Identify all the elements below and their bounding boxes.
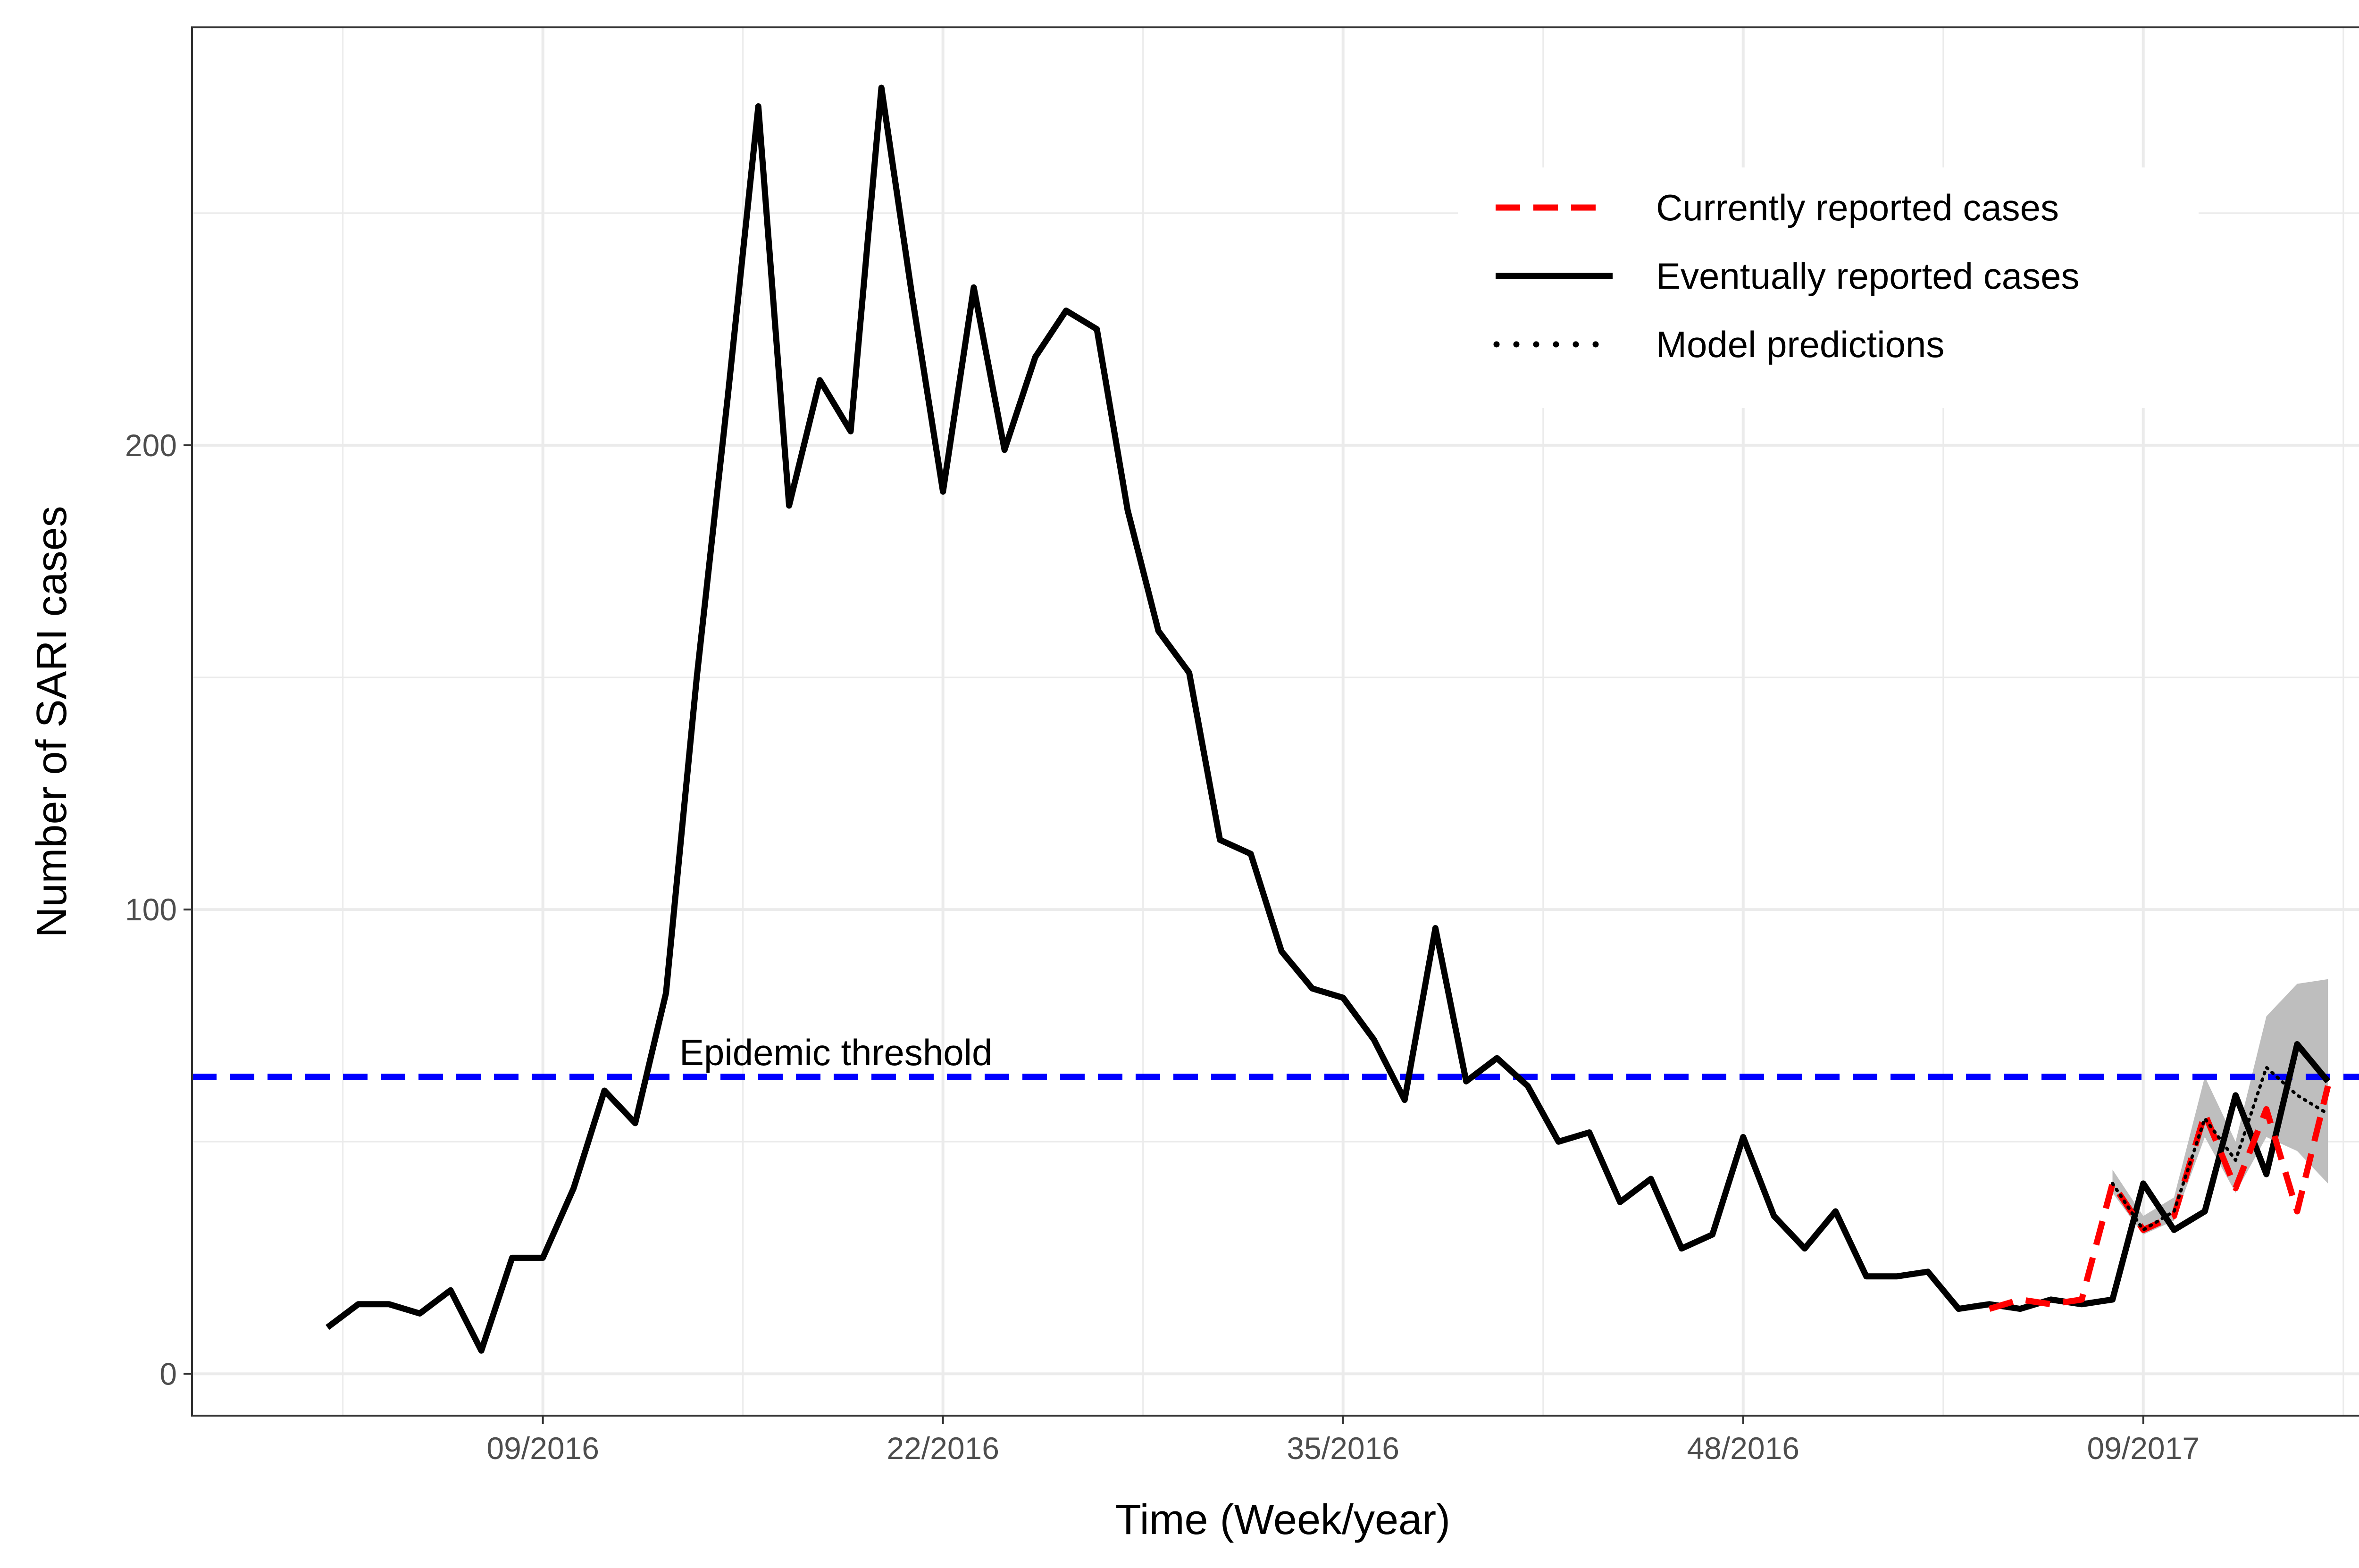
x-tick-label: 09/2016 xyxy=(486,1431,599,1466)
y-tick-label: 200 xyxy=(125,428,177,463)
legend-label-currently-reported: Currently reported cases xyxy=(1656,187,2059,228)
legend-label-model-predictions: Model predictions xyxy=(1656,324,1944,365)
y-tick-label: 100 xyxy=(125,892,177,927)
axis-ticks: 09/2016 22/2016 35/2016 48/2016 09/2017 0 100 2… xyxy=(125,428,2200,1466)
epidemic-threshold-label: Epidemic threshold xyxy=(679,1032,992,1073)
plot-panel-border xyxy=(191,26,2359,1417)
x-tick-label: 48/2016 xyxy=(1687,1431,1799,1466)
x-tick-label: 35/2016 xyxy=(1287,1431,1399,1466)
currently-reported-line xyxy=(1988,1085,2331,1312)
series-layer xyxy=(326,84,2331,1354)
y-tick-label: 0 xyxy=(159,1356,177,1391)
y-axis-title: Number of SARI cases xyxy=(28,506,75,937)
model-predictions-line xyxy=(2111,1066,2330,1232)
legend-label-eventually-reported: Eventually reported cases xyxy=(1656,255,2080,297)
x-tick-label: 22/2016 xyxy=(887,1431,999,1466)
legend: Currently reported cases Eventually repo… xyxy=(1458,167,2199,408)
grid-major xyxy=(192,27,2359,1416)
x-tick-label: 09/2017 xyxy=(2087,1431,2200,1466)
x-axis-title: Time (Week/year) xyxy=(1115,1496,1450,1543)
prediction-interval-band xyxy=(2112,979,2328,1235)
